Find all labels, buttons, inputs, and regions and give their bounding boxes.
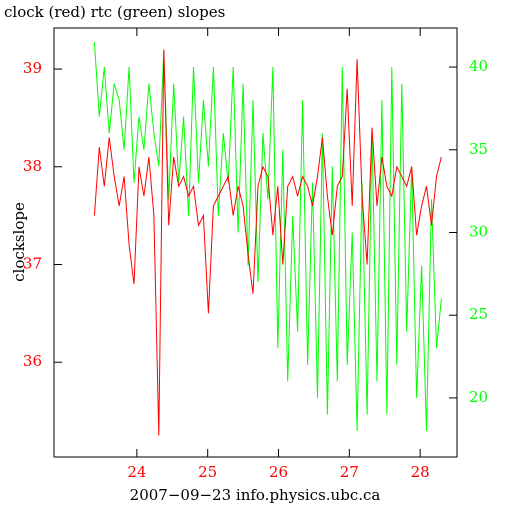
x-tick-label: 24 bbox=[127, 463, 146, 481]
chart-title: clock (red) rtc (green) slopes bbox=[4, 3, 225, 21]
x-tick-label: 26 bbox=[269, 463, 288, 481]
y2-tick-label: 30 bbox=[469, 222, 488, 240]
y2-tick-label: 35 bbox=[469, 140, 488, 158]
y2-tick-label: 40 bbox=[469, 57, 488, 75]
x-tick-label: 27 bbox=[340, 463, 359, 481]
y-tick-label: 36 bbox=[23, 352, 42, 370]
x-axis-label: 2007−09−23 info.physics.ubc.ca bbox=[130, 486, 381, 504]
series-line bbox=[93, 42, 442, 432]
y2-tick-label: 25 bbox=[469, 305, 488, 323]
plot-frame bbox=[53, 27, 458, 458]
series-line bbox=[93, 49, 442, 436]
y-tick-label: 38 bbox=[23, 157, 42, 175]
y-axis-label: clockslope bbox=[10, 202, 28, 282]
y-tick-label: 37 bbox=[23, 254, 42, 272]
y-tick-label: 39 bbox=[23, 59, 42, 77]
x-tick-label: 25 bbox=[198, 463, 217, 481]
x-tick-label: 28 bbox=[411, 463, 430, 481]
y2-tick-label: 20 bbox=[469, 388, 488, 406]
